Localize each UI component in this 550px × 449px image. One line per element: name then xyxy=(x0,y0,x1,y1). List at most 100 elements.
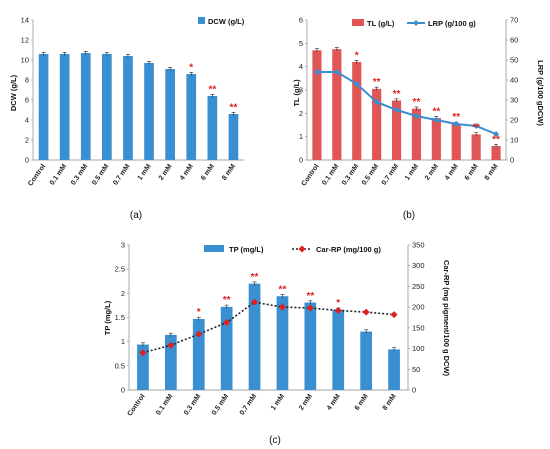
chart-c-y2-tick-label: 50 xyxy=(412,365,420,374)
chart-b-line-point xyxy=(473,123,480,129)
chart-c-y-tick-label: 2 xyxy=(121,289,125,298)
chart-b-x-tick-label: 0.1 mM xyxy=(321,163,340,187)
chart-b-significance-mark: ** xyxy=(373,77,381,88)
chart-c-bar xyxy=(276,296,289,390)
chart-a-y-label: DCW (g/L) xyxy=(9,74,18,111)
chart-c-x-tick-label: Control xyxy=(127,393,147,417)
chart-a-legend: DCW (g/L) xyxy=(198,17,245,26)
chart-c-y-tick-label: 1.5 xyxy=(115,313,125,322)
chart-b-line-point xyxy=(353,81,360,87)
chart-b-bar xyxy=(352,62,362,160)
chart-c-y-tick-label: 3 xyxy=(121,241,125,250)
chart-c-line-point xyxy=(306,304,314,312)
chart-c-bar xyxy=(220,306,233,390)
chart-c-line-point xyxy=(195,330,203,338)
chart-c-bar xyxy=(388,349,400,390)
chart-c-significance-mark: ** xyxy=(251,272,259,283)
chart-c-x-tick-label: 6 mM xyxy=(354,393,370,412)
chart-b-x-tick-label: 0.7 mM xyxy=(381,163,400,187)
chart-a-bar xyxy=(207,96,218,160)
chart-a-x-tick-label: 0.1 mM xyxy=(49,163,68,187)
chart-a-bars xyxy=(38,51,239,160)
chart-c-line-point xyxy=(334,306,342,314)
chart-c-y2-tick-label: 200 xyxy=(412,303,425,312)
chart-c-x-tick-label: 0.5 mM xyxy=(211,393,230,417)
chart-a-x-tick-label: 6 mM xyxy=(200,163,216,182)
chart-c-x-tick-label: 0.1 mM xyxy=(155,393,174,417)
chart-b-bar xyxy=(411,108,422,160)
chart-a-significance: ***** xyxy=(189,62,237,113)
chart-b-y-tick-label: 0 xyxy=(299,156,303,165)
chart-b-legend-line-label: LRP (g/100 g) xyxy=(428,19,476,28)
chart-c-legend: TP (mg/L) Car-RP (mg/100 g) xyxy=(204,245,381,254)
chart-b-significance-mark: ** xyxy=(413,97,421,108)
chart-c-line-point xyxy=(251,298,259,306)
chart-a: 0 2 4 6 8 10 12 14 Control 0.1 mM 0.3 mM 0.5 mM 0.7… xyxy=(9,16,245,222)
chart-b-x-tick-label: 0.3 mM xyxy=(341,163,360,187)
chart-b-y2-tick-label: 0 xyxy=(510,156,514,165)
chart-b-bar xyxy=(332,49,342,160)
chart-b-y-tick-label: 4 xyxy=(299,62,303,71)
chart-c-line-point xyxy=(390,311,398,319)
chart-a-x-ticks: Control 0.1 mM 0.3 mM 0.5 mM 0.7 mM 1 mM 2 mM 4… xyxy=(27,163,237,188)
chart-b-y-tick-label: 5 xyxy=(299,39,303,48)
chart-b-significance-mark: ** xyxy=(452,112,460,123)
chart-a-bar xyxy=(59,54,70,160)
chart-a-x-tick-label: Control xyxy=(27,163,47,187)
chart-b-x-tick-label: Control xyxy=(301,163,321,187)
chart-a-y-tick-label: 12 xyxy=(21,36,29,45)
chart-c-bar xyxy=(137,344,149,390)
chart-c-bars xyxy=(137,281,400,390)
chart-c-x-tick-label: 2 mM xyxy=(298,393,314,412)
chart-a-legend-label: DCW (g/L) xyxy=(208,17,245,26)
chart-b-line-point xyxy=(493,131,500,137)
chart-c-significance: ********** xyxy=(197,272,341,318)
chart-c-line xyxy=(139,298,398,357)
chart-c-line-point xyxy=(139,349,147,357)
chart-a-bar xyxy=(80,53,91,160)
chart-b-x-tick-label: 0.5 mM xyxy=(361,163,380,187)
chart-a-x-tick-label: 1 mM xyxy=(137,163,153,182)
chart-a-y-tick-label: 10 xyxy=(21,56,29,65)
chart-b-x-tick-label: 1 mM xyxy=(404,163,420,182)
chart-c-legend-bar-swatch xyxy=(204,245,224,252)
chart-b-line xyxy=(313,69,500,137)
chart-b-significance-mark: ** xyxy=(472,123,480,134)
chart-c-y2-tick-label: 350 xyxy=(412,241,425,250)
chart-b-significance-mark: * xyxy=(355,50,359,61)
chart-a-bar xyxy=(144,63,154,160)
chart-a-x-tick-label: 0.7 mM xyxy=(112,163,131,187)
chart-c-x-tick-label: 4 mM xyxy=(326,393,342,412)
chart-c-x-tick-label: 0.3 mM xyxy=(183,393,202,417)
chart-c-bar xyxy=(192,318,205,390)
chart-c-y2-label: Car-RP (mg pigment/100 g DCW) xyxy=(442,260,451,377)
chart-a-bar xyxy=(165,69,176,160)
chart-c-y-label: TP (mg/L) xyxy=(103,300,112,335)
chart-b-bar xyxy=(471,134,481,160)
chart-b-line-point xyxy=(373,99,380,105)
chart-a-significance-mark: ** xyxy=(230,102,238,113)
chart-c-significance-mark: ** xyxy=(279,284,287,295)
chart-c-bar xyxy=(304,302,317,390)
chart-c-line-point xyxy=(278,303,286,311)
chart-b-line-point xyxy=(393,107,400,113)
chart-c-significance-mark: * xyxy=(197,307,201,318)
chart-c-y2-tick-label: 100 xyxy=(412,344,425,353)
chart-b-y-label: TL (g/L) xyxy=(292,79,301,107)
chart-a-bar xyxy=(228,114,239,160)
chart-c: 0 0.5 1 1.5 2 2.5 3 0 50 100 150 200 250 300 350 Cont… xyxy=(103,241,451,447)
chart-a-x-tick-label: 8 mM xyxy=(221,163,237,182)
chart-a-legend-swatch xyxy=(198,17,205,24)
chart-a-bar xyxy=(186,74,197,160)
chart-b-significance: *************** xyxy=(355,50,500,145)
chart-b-legend: TL (g/L) LRP (g/100 g) xyxy=(352,19,476,28)
chart-b-x-tick-label: 2 mM xyxy=(424,163,440,182)
chart-b-line-point xyxy=(453,121,460,127)
chart-c-bar xyxy=(360,331,373,390)
chart-b-significance-mark: ** xyxy=(492,134,500,145)
chart-c-y-tick-label: 1 xyxy=(121,337,125,346)
chart-c-bar xyxy=(332,309,345,390)
chart-a-bar xyxy=(101,54,112,160)
chart-a-y-tick-label: 6 xyxy=(25,96,29,105)
